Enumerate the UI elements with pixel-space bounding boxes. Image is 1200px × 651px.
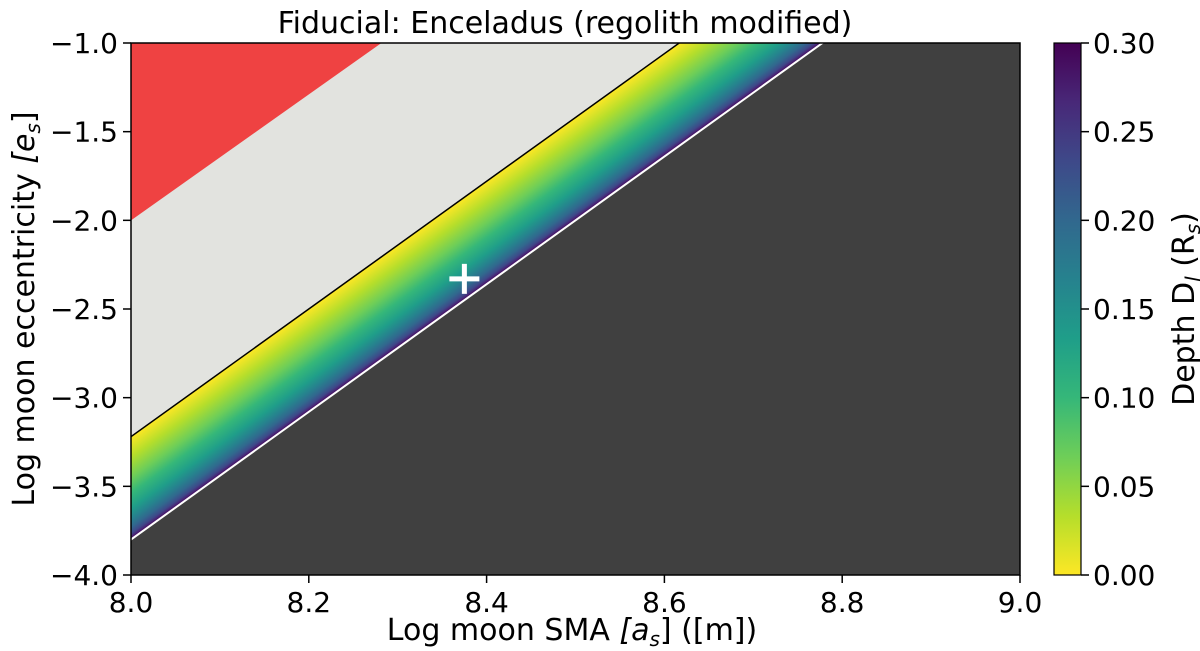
x-tick-label: 8.8: [820, 586, 865, 619]
y-axis: −1.0 −1.5 −2.0 −2.5 −3.0 −3.5 −4.0: [50, 27, 131, 592]
red-region: [131, 43, 382, 221]
plot-area: [131, 43, 1020, 575]
y-tick-label: −1.0: [50, 27, 118, 60]
y-tick-label: −2.5: [50, 293, 118, 326]
colorbar-tick-label: 0.05: [1093, 470, 1155, 503]
colorbar-tick-label: 0.15: [1093, 293, 1155, 326]
band-lower-contour: [131, 43, 825, 541]
band-upper-contour: [131, 43, 681, 438]
y-axis-label: Log moon eccentricity [es]: [7, 111, 45, 506]
colorbar-tick-label: 0.00: [1093, 559, 1155, 592]
colorbar-tick-label: 0.30: [1093, 27, 1155, 60]
x-axis-label: Log moon SMA [as] ([m]): [387, 613, 757, 651]
colorbar-tick-label: 0.20: [1093, 204, 1155, 237]
colorbar: [1053, 42, 1082, 576]
colorbar-tick-label: 0.25: [1093, 116, 1155, 149]
y-tick-label: −3.0: [50, 382, 118, 415]
x-tick-label: 8.0: [109, 586, 154, 619]
colorbar-axis: 0.00 0.05 0.10 0.15 0.20 0.25 0.30: [1081, 27, 1155, 592]
fiducial-marker: [449, 263, 480, 294]
y-tick-label: −4.0: [50, 559, 118, 592]
colorbar-label: Depth Dl (Rs): [1167, 212, 1200, 406]
chart-title: Fiducial: Enceladus (regolith modified): [278, 6, 853, 41]
x-axis: 8.0 8.2 8.4 8.6 8.8 9.0: [109, 575, 1043, 619]
y-tick-label: −3.5: [50, 470, 118, 503]
colorbar-tick-label: 0.10: [1093, 382, 1155, 415]
y-tick-label: −1.5: [50, 116, 118, 149]
x-tick-label: 9.0: [998, 586, 1043, 619]
x-tick-label: 8.6: [642, 586, 687, 619]
y-tick-label: −2.0: [50, 204, 118, 237]
x-tick-label: 8.2: [287, 586, 332, 619]
x-tick-label: 8.4: [464, 586, 509, 619]
